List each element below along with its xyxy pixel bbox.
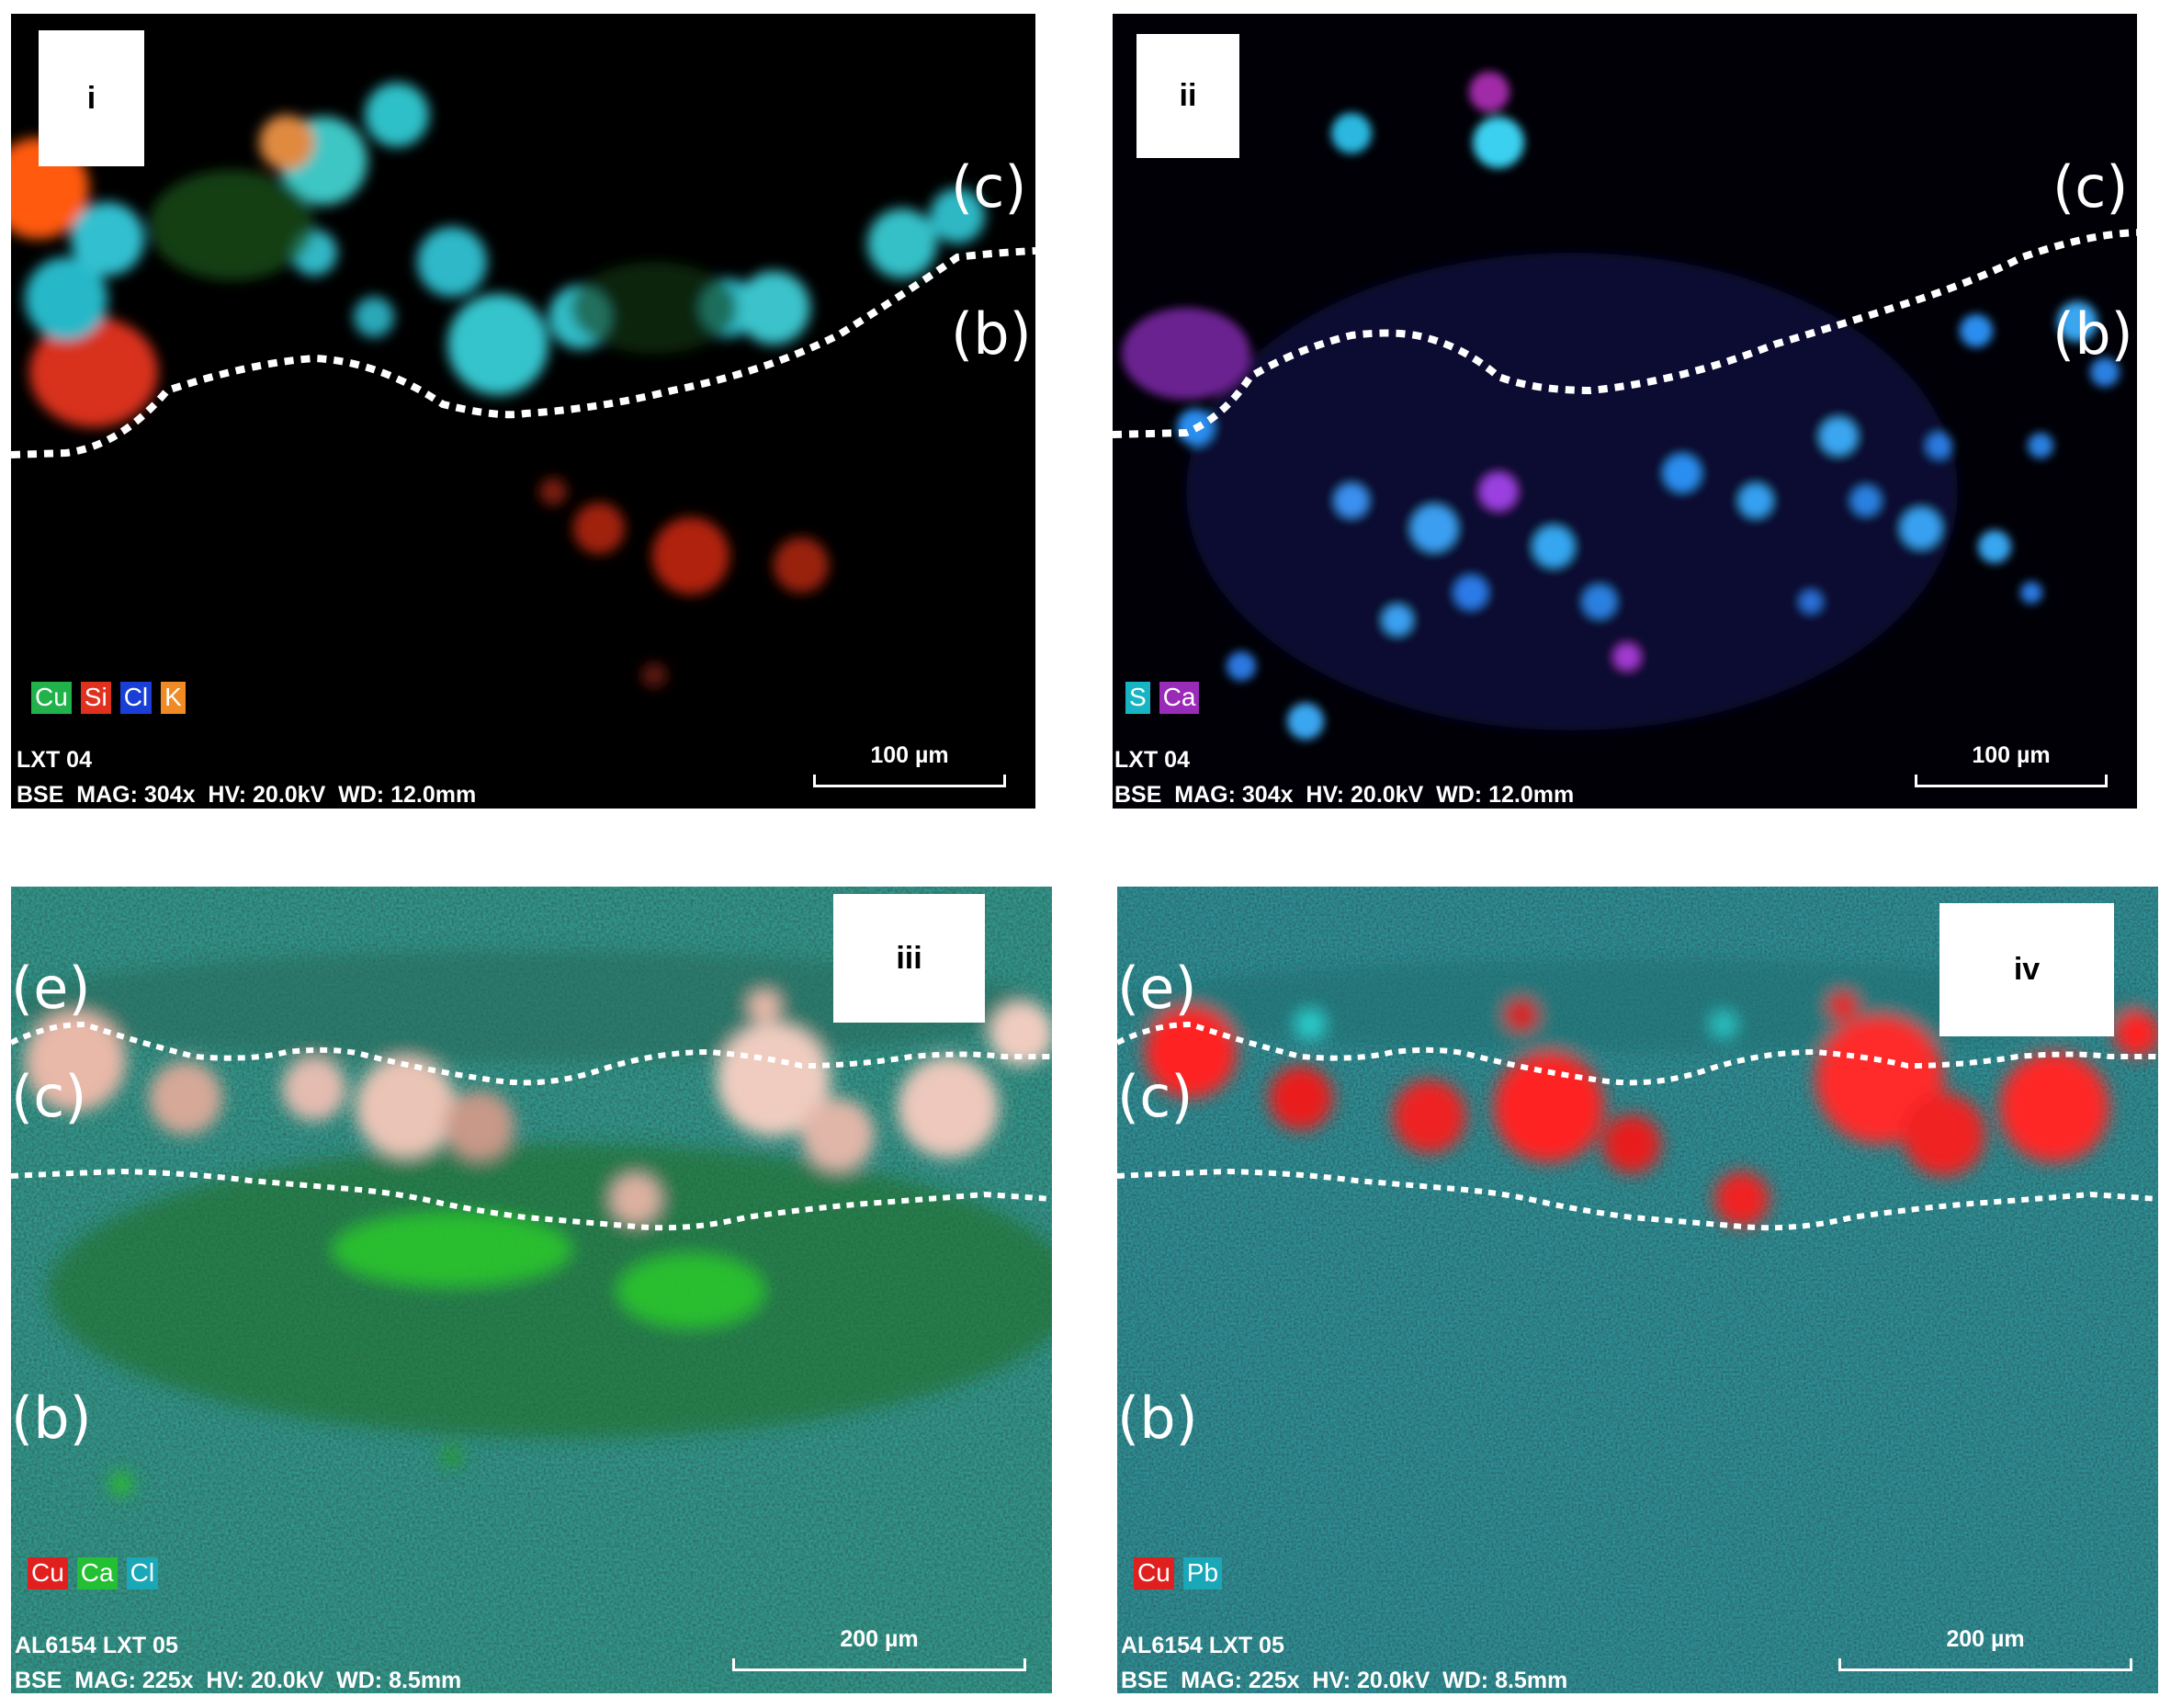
scale-bar: 200 µm (1838, 1626, 2132, 1671)
scale-bar-line (1838, 1658, 2132, 1671)
legend-swatch-cu: Cu (28, 1557, 68, 1589)
eds-map-panel-iv: iv (e) (c) (b) Cu Pb AL6154 LXT 05 BSE M… (1117, 887, 2158, 1693)
element-legend: Cu Pb (1134, 1557, 1223, 1589)
layer-label-e: (e) (1117, 955, 1197, 1022)
sample-id: AL6154 LXT 05 (1121, 1633, 1284, 1658)
element-legend: Cu Ca Cl (28, 1557, 159, 1589)
panel-tag: iv (1939, 903, 2114, 1036)
scale-bar: 100 µm (813, 742, 1006, 787)
acquisition-params: BSE MAG: 225x HV: 20.0kV WD: 8.5mm (1121, 1668, 1568, 1693)
scale-bar-line (1915, 775, 2108, 787)
legend-swatch-k: K (161, 682, 186, 714)
layer-label-c: (c) (951, 153, 1027, 221)
legend-swatch-cl: Cl (119, 682, 153, 714)
legend-swatch-ca: Ca (1159, 682, 1200, 714)
sample-id: LXT 04 (17, 747, 92, 773)
element-legend: S Ca (1125, 682, 1200, 714)
legend-swatch-cu: Cu (1134, 1557, 1174, 1589)
layer-label-b: (b) (1117, 1385, 1198, 1452)
scale-bar-label: 200 µm (840, 1626, 919, 1652)
acquisition-params: BSE MAG: 304x HV: 20.0kV WD: 12.0mm (17, 782, 477, 808)
scale-bar-label: 100 µm (870, 742, 949, 768)
sample-id: LXT 04 (1114, 747, 1190, 773)
legend-swatch-s: S (1125, 682, 1150, 714)
layer-label-c: (c) (11, 1063, 87, 1130)
legend-swatch-si: Si (80, 682, 111, 714)
legend-swatch-ca: Ca (76, 1557, 118, 1589)
scale-bar: 200 µm (732, 1626, 1026, 1671)
element-legend: Cu Si Cl K (31, 682, 186, 714)
layer-label-c: (c) (1117, 1063, 1193, 1130)
eds-map-panel-ii: ii (c) (b) S Ca LXT 04 BSE MAG: 304x HV:… (1113, 14, 2137, 809)
layer-label-c: (c) (2052, 153, 2129, 221)
acquisition-params: BSE MAG: 225x HV: 20.0kV WD: 8.5mm (15, 1668, 462, 1693)
layer-label-b: (b) (11, 1385, 92, 1452)
legend-swatch-pb: Pb (1182, 1557, 1223, 1589)
layer-label-e: (e) (11, 955, 91, 1022)
eds-map-image (1117, 887, 2158, 1693)
scale-bar-line (813, 775, 1006, 787)
acquisition-params: BSE MAG: 304x HV: 20.0kV WD: 12.0mm (1114, 782, 1575, 808)
legend-swatch-cl: Cl (126, 1557, 159, 1589)
layer-label-b: (b) (2052, 300, 2133, 368)
layer-label-b: (b) (951, 300, 1032, 368)
eds-map-image (1113, 14, 2137, 809)
sample-id: AL6154 LXT 05 (15, 1633, 178, 1658)
eds-map-panel-iii: iii (e) (c) (b) Cu Ca Cl AL6154 LXT 05 B… (11, 887, 1052, 1693)
scale-bar: 100 µm (1915, 742, 2108, 787)
panel-tag: i (39, 30, 144, 166)
scale-bar-label: 200 µm (1946, 1626, 2025, 1652)
scale-bar-label: 100 µm (1972, 742, 2051, 768)
eds-map-panel-i: i (c) (b) Cu Si Cl K LXT 04 BSE MAG: 304… (11, 14, 1035, 809)
legend-swatch-cu: Cu (31, 682, 72, 714)
scale-bar-line (732, 1658, 1026, 1671)
panel-tag: ii (1136, 34, 1239, 158)
panel-tag: iii (833, 894, 985, 1023)
eds-map-image (11, 83, 1035, 688)
